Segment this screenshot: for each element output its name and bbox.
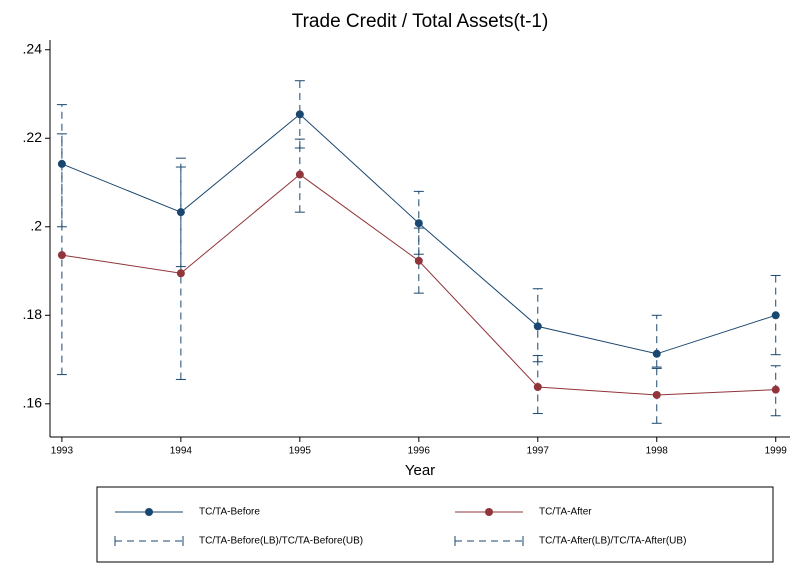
point bbox=[414, 219, 423, 228]
legend-label: TC/TA-After(LB)/TC/TA-After(UB) bbox=[539, 536, 686, 547]
point bbox=[771, 311, 780, 320]
point bbox=[652, 349, 661, 358]
x-tick-label: 1997 bbox=[527, 446, 550, 457]
x-tick-label: 1998 bbox=[646, 446, 669, 457]
point bbox=[176, 208, 185, 217]
legend-marker bbox=[145, 508, 153, 516]
point bbox=[533, 322, 542, 331]
point bbox=[533, 382, 542, 391]
y-tick-label: .2 bbox=[30, 217, 42, 233]
x-tick-label: 1993 bbox=[51, 446, 74, 457]
legend-label: TC/TA-After bbox=[539, 507, 592, 518]
legend-box bbox=[96, 486, 774, 563]
y-tick-label: .18 bbox=[23, 306, 43, 322]
point bbox=[57, 159, 66, 168]
x-tick-label: 1995 bbox=[289, 446, 312, 457]
x-tick-label: 1999 bbox=[765, 446, 788, 457]
y-tick-label: .16 bbox=[23, 395, 43, 411]
x-axis-label: Year bbox=[405, 462, 435, 479]
x-tick-label: 1994 bbox=[170, 446, 193, 457]
point bbox=[295, 170, 304, 179]
point bbox=[414, 256, 423, 265]
point bbox=[771, 385, 780, 394]
point bbox=[57, 251, 66, 260]
point bbox=[295, 110, 304, 119]
chart-title: Trade Credit / Total Assets(t-1) bbox=[292, 11, 549, 32]
point bbox=[652, 390, 661, 399]
point bbox=[176, 269, 185, 278]
legend-marker bbox=[485, 508, 493, 516]
x-tick-label: 1996 bbox=[408, 446, 431, 457]
y-tick-label: .22 bbox=[23, 129, 43, 145]
legend-label: TC/TA-Before(LB)/TC/TA-Before(UB) bbox=[199, 536, 363, 547]
series-line bbox=[61, 113, 776, 355]
legend-label: TC/TA-Before bbox=[199, 507, 260, 518]
y-tick-label: .24 bbox=[23, 40, 43, 56]
